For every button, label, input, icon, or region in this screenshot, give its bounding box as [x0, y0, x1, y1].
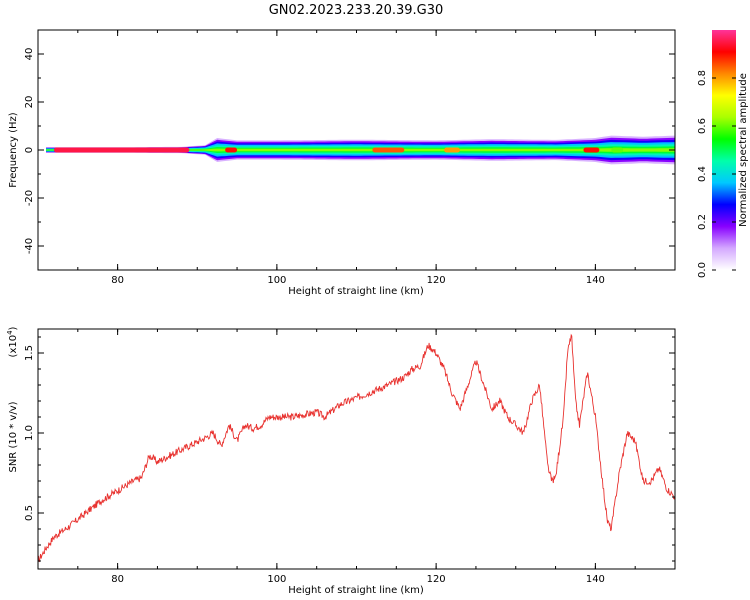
- y-tick-label: 40: [24, 48, 35, 61]
- spectrogram-peak: [225, 147, 238, 153]
- y-tick-label: 0.5: [24, 505, 35, 521]
- snr-x-ticks: 80 100 120 140: [37, 329, 676, 585]
- spectrogram-x-ticks: 80 100 120 140: [37, 30, 676, 286]
- x-tick-label: 120: [427, 574, 446, 585]
- x-tick-label: 140: [586, 275, 605, 286]
- colorbar-tick-label: 0.2: [697, 214, 708, 230]
- spectrogram-peak: [444, 147, 461, 153]
- snr-frame: [37, 328, 676, 570]
- y-tick-label: 0: [24, 147, 35, 153]
- x-tick-label: 120: [427, 275, 446, 286]
- snr-y-ticks: 0.5 1.0 1.5: [24, 336, 675, 562]
- spectrogram-x-axis-label: Height of straight line (km): [288, 286, 424, 297]
- spectrogram-band: [46, 135, 675, 165]
- spectrogram-peak: [53, 147, 190, 153]
- snr-multiplier: (x104): [6, 326, 19, 357]
- y-tick-label: 1.5: [24, 345, 35, 361]
- colorbar-tick-label: 0.4: [697, 166, 708, 182]
- x-tick-label: 140: [586, 574, 605, 585]
- spectrogram-ridge: [46, 148, 675, 152]
- x-tick-label: 80: [111, 574, 124, 585]
- colorbar: 0.0 0.2 0.4 0.6 0.8 Normalized spectral ampl…: [697, 30, 749, 278]
- colorbar-tick-label: 0.6: [697, 118, 708, 134]
- spectrogram-peak: [583, 147, 600, 153]
- colorbar-scale: [712, 30, 736, 270]
- snr-series-line: [38, 333, 675, 563]
- snr-multiplier-base: (x10: [8, 335, 19, 358]
- x-tick-label: 100: [267, 574, 286, 585]
- svg-text:(x104): (x104): [6, 326, 19, 357]
- y-tick-label: -20: [24, 190, 35, 206]
- x-tick-label: 100: [267, 275, 286, 286]
- y-tick-label: 20: [24, 96, 35, 109]
- x-tick-label: 80: [111, 275, 124, 286]
- colorbar-tick-label: 0.0: [697, 262, 708, 278]
- y-tick-label: -40: [24, 238, 35, 254]
- y-tick-label: 1.0: [24, 425, 35, 441]
- colorbar-tick-label: 0.8: [697, 70, 708, 86]
- snr-x-axis-label: Height of straight line (km): [288, 585, 424, 596]
- snr-panel: 80 100 120 140 0.5 1.0 1.5 Height of straight…: [6, 326, 676, 596]
- colorbar-label: Normalized spectral amplitude: [738, 73, 749, 227]
- spectrogram-panel: 80 100 120 140 -40 -20 0 20 40 Height of straig…: [8, 29, 676, 297]
- snr-multiplier-close: ): [8, 326, 19, 330]
- snr-multiplier-exp: 4: [6, 330, 14, 335]
- colorbar-ticks: 0.0 0.2 0.4 0.6 0.8: [697, 70, 736, 278]
- spectrogram-y-ticks: -40 -20 0 20 40: [24, 29, 675, 271]
- snr-y-axis-label: SNR (10 * v/v): [8, 401, 19, 472]
- spectrogram-peak: [372, 147, 405, 153]
- spectrogram-peak: [611, 147, 624, 153]
- figure-title: GN02.2023.233.20.39.G30: [269, 3, 444, 18]
- spectrogram-y-axis-label: Frequency (Hz): [8, 112, 19, 188]
